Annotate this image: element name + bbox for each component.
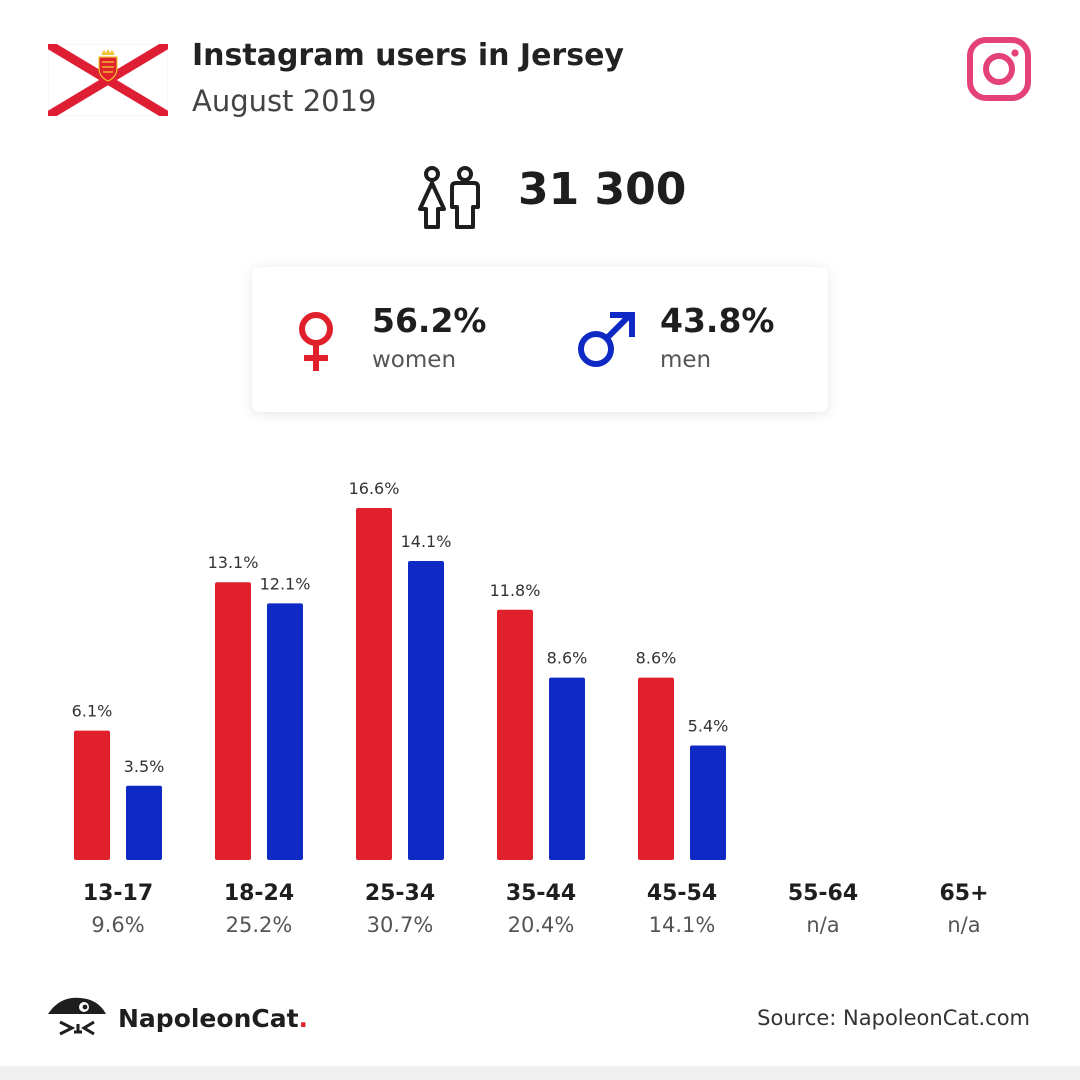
total-users: 31 300 [518, 164, 687, 215]
bar-women [356, 508, 392, 860]
footer-strip [0, 1066, 1080, 1080]
gender-card: 56.2% women 43.8% men [252, 267, 828, 412]
bar-men [690, 745, 726, 860]
data-label: 5.4% [688, 716, 729, 735]
women-label: women [372, 347, 457, 373]
brand-text: NapoleonCat [118, 1004, 299, 1033]
data-label: 11.8% [490, 581, 541, 600]
page-title: Instagram users in Jersey [192, 38, 624, 73]
data-label: 3.5% [124, 757, 165, 776]
age-total-label: n/a [947, 913, 980, 937]
age-category-label: 65+ [939, 881, 988, 906]
page-subtitle: August 2019 [192, 84, 377, 118]
female-symbol-icon [299, 312, 333, 371]
age-total-label: 25.2% [226, 913, 293, 937]
age-total-label: 9.6% [91, 913, 144, 937]
data-label: 12.1% [260, 574, 311, 593]
bar-women [638, 677, 674, 860]
men-label: men [660, 347, 712, 373]
age-gender-bar-chart: 6.1% 3.5% 13-17 9.6% 13.1%12.1% 18-24 25.2% 16.… [72, 479, 989, 937]
brand-dot: . [298, 1004, 309, 1033]
data-label: 14.1% [401, 532, 452, 551]
men-percentage: 43.8% [660, 301, 775, 340]
age-total-label: 20.4% [508, 913, 575, 937]
data-label: 8.6% [636, 649, 677, 668]
instagram-icon [967, 37, 1031, 101]
age-total-label: n/a [806, 913, 839, 937]
bar-men [267, 603, 303, 860]
data-label: 6.1% [72, 702, 113, 721]
age-total-label: 14.1% [649, 913, 716, 937]
jersey-flag-icon [48, 44, 168, 116]
bar-men [408, 561, 444, 860]
data-label: 16.6% [349, 479, 400, 498]
age-category-label: 55-64 [788, 881, 858, 906]
data-label: 8.6% [547, 649, 588, 668]
source-text: Source: NapoleonCat.com [757, 1006, 1030, 1030]
age-total-label: 30.7% [367, 913, 434, 937]
bar-women [497, 609, 533, 860]
users-icon [418, 166, 480, 229]
data-label: 13.1% [208, 553, 259, 572]
brand-name: NapoleonCat. [118, 1004, 308, 1033]
bar-men [126, 785, 162, 860]
women-percentage: 56.2% [372, 301, 487, 340]
age-category-label: 35-44 [506, 881, 576, 906]
age-category-label: 13-17 [83, 881, 153, 906]
bar-women [74, 730, 110, 860]
bar-women [215, 582, 251, 860]
age-category-label: 45-54 [647, 881, 717, 906]
age-category-label: 25-34 [365, 881, 435, 906]
age-category-label: 18-24 [224, 881, 294, 906]
male-symbol-icon [578, 312, 635, 367]
bar-men [549, 677, 585, 860]
napoleoncat-logo-icon [48, 997, 106, 1036]
